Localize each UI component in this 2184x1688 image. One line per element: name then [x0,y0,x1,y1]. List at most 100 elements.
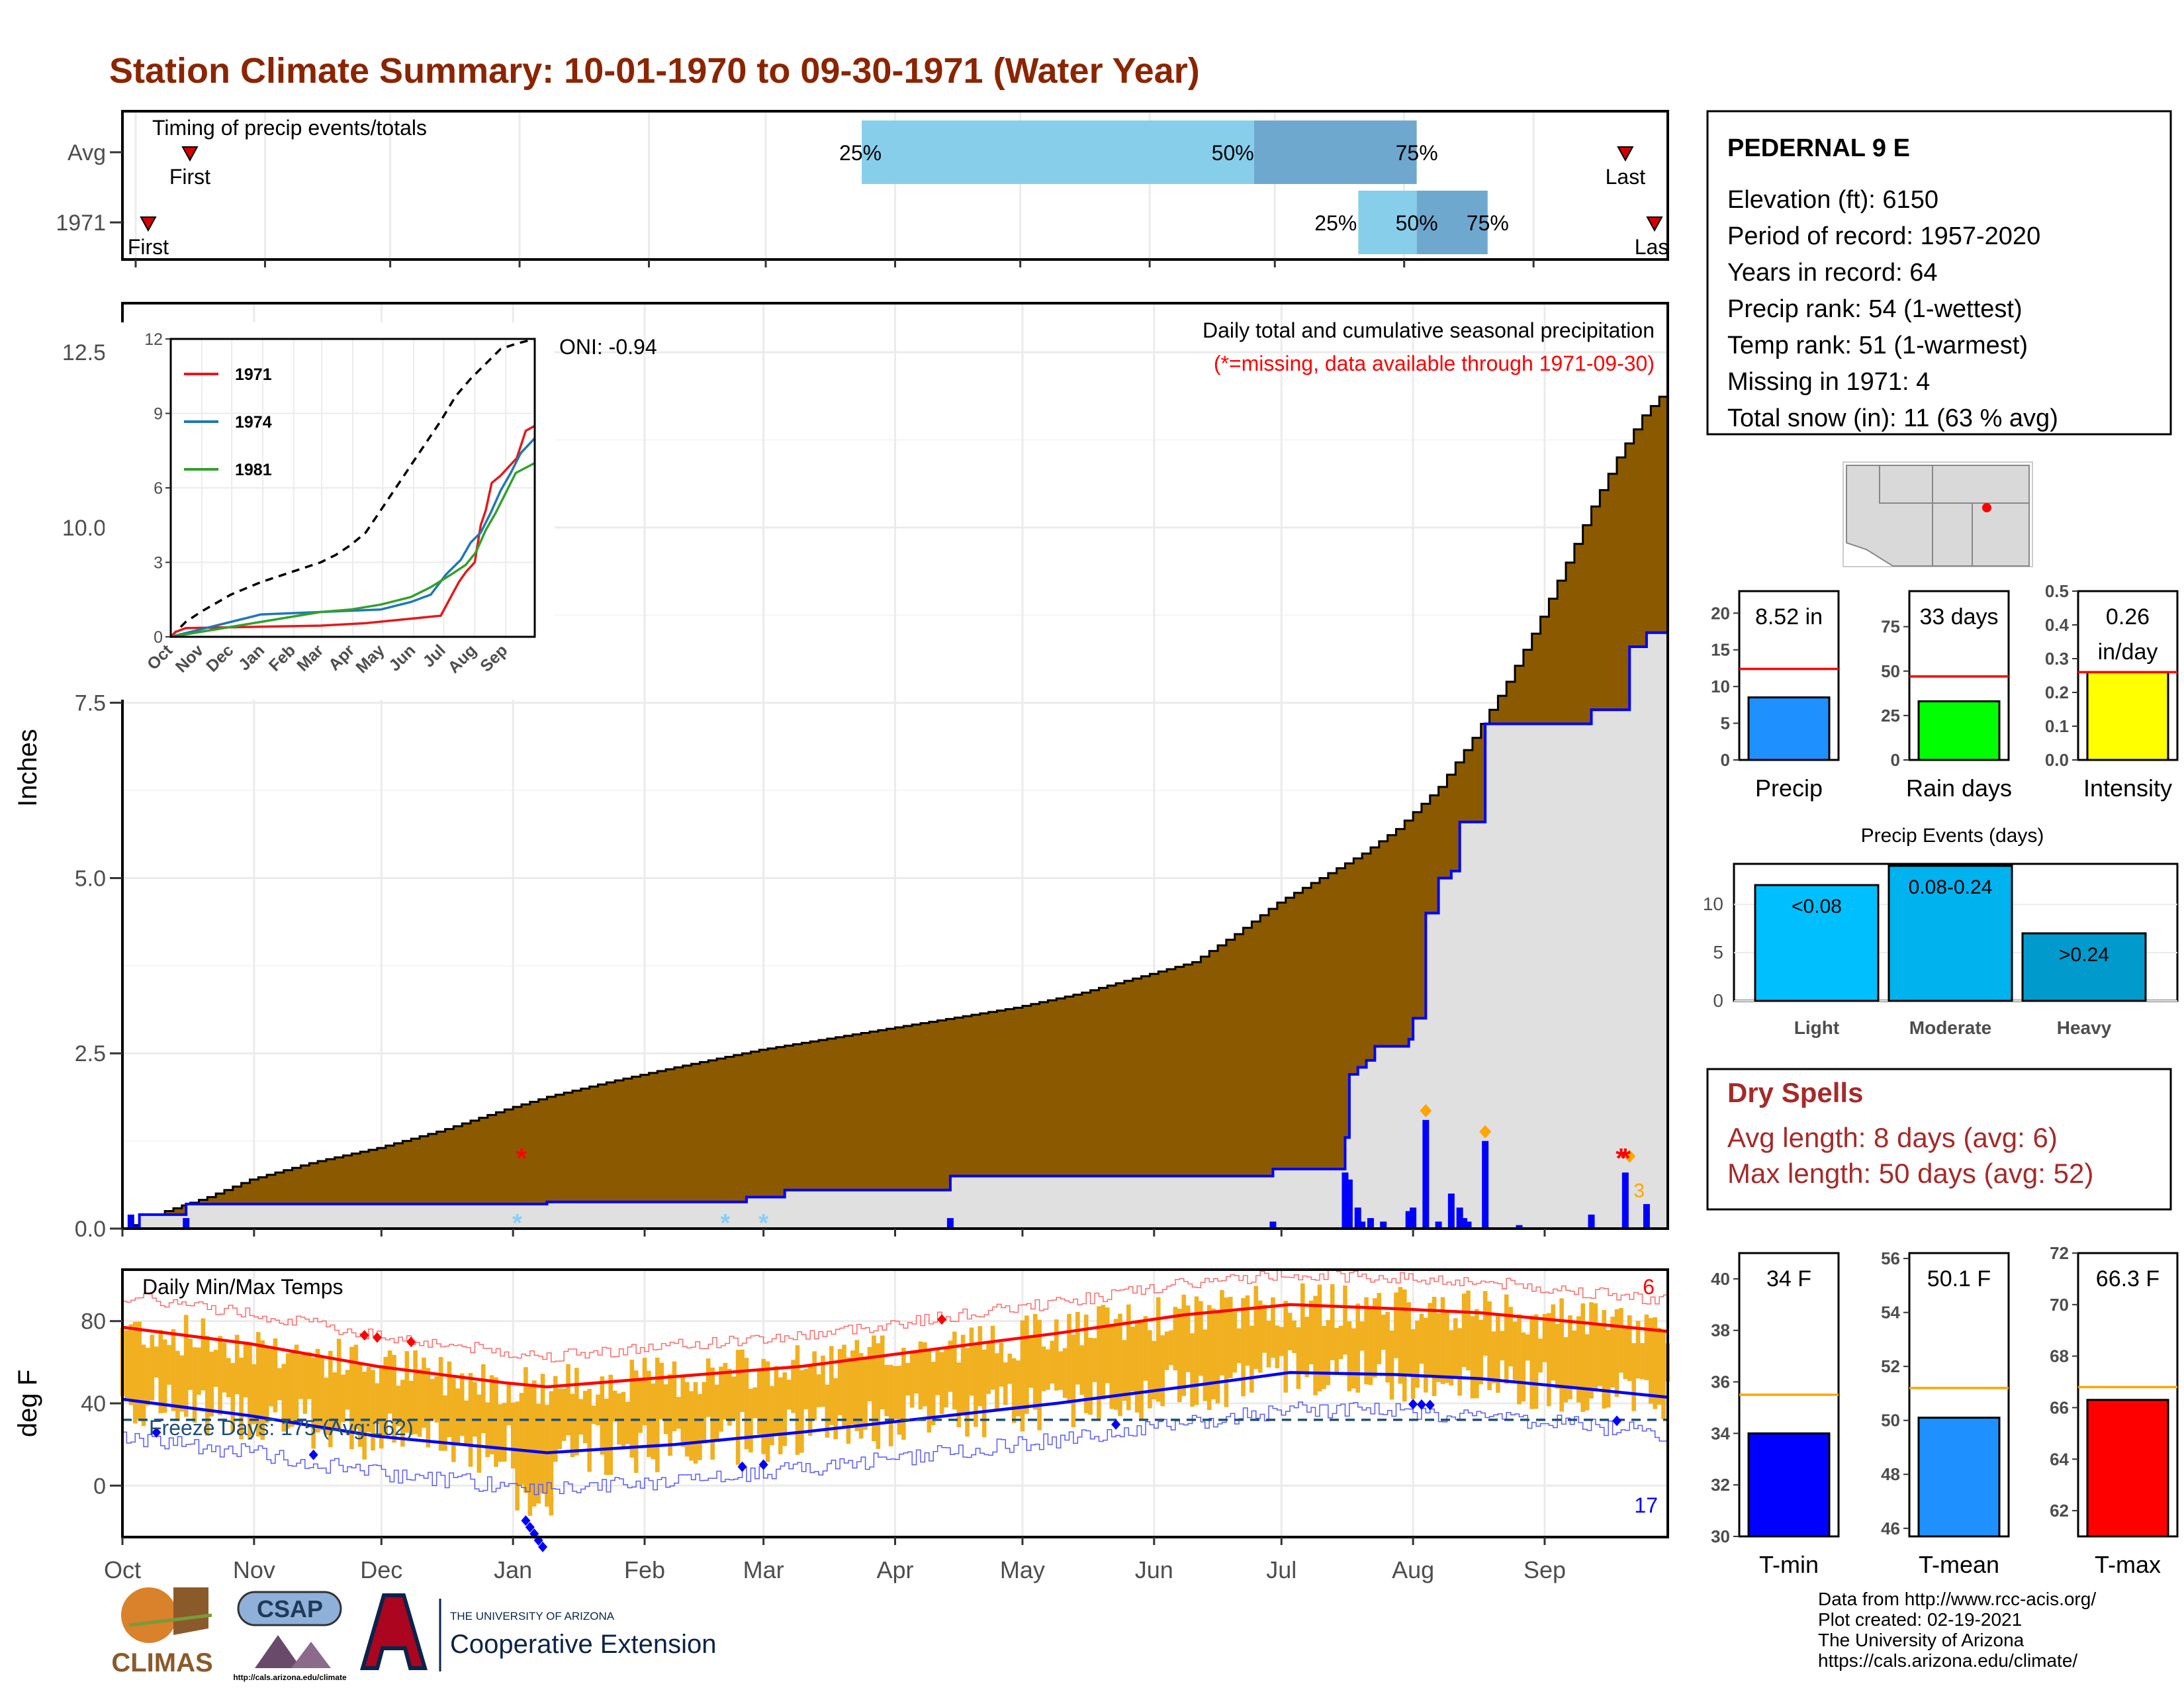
t-max-tick-label: 62 [2050,1501,2069,1521]
daily-temp-range [1584,1334,1590,1411]
daily-precip-bar [1516,1225,1523,1229]
daily-temp-range [1139,1321,1144,1419]
daily-temp-range [396,1385,401,1427]
daily-temp-range [574,1368,579,1456]
daily-temp-range [723,1362,728,1420]
state-borders [1879,465,2029,566]
daily-temp-range [128,1324,134,1405]
daily-temp-range [1461,1293,1467,1368]
daily-temp-range [137,1321,142,1420]
first-event-label: First [128,235,169,259]
daily-temp-range [587,1389,592,1472]
daily-temp-range [612,1390,617,1422]
daily-temp-range [642,1358,647,1426]
daily-temp-range [290,1350,295,1427]
timing-bar-25-50 [862,120,1254,184]
daily-temp-range [260,1340,265,1440]
daily-temp-range [1241,1297,1246,1397]
daily-temp-range [417,1369,422,1437]
daily-temp-range [858,1353,864,1439]
daily-temp-range [1071,1335,1076,1428]
daily-temp-range [1253,1286,1259,1370]
daily-temp-range [1657,1327,1662,1405]
daily-temp-range [740,1349,745,1413]
daily-temp-range [1088,1337,1093,1415]
daily-temp-range [719,1366,723,1432]
daily-temp-range [986,1343,991,1394]
daily-temp-range [1003,1362,1008,1405]
daily-temp-range [1330,1284,1335,1360]
daily-precip-bar [1588,1214,1595,1229]
daily-temp-range [1152,1340,1157,1399]
daily-temp-range [756,1371,762,1434]
daily-temp-range [1296,1327,1301,1389]
daily-temp-range [357,1364,363,1447]
daily-temp-range [629,1360,635,1458]
daily-temp-range [770,1385,774,1446]
daily-temp-range [192,1347,197,1423]
daily-temp-range [273,1338,278,1413]
precip-events-category: Heavy [2057,1017,2112,1038]
daily-temp-range [939,1352,944,1415]
daily-temp-range [167,1344,171,1385]
precip-total-bar [1747,696,1831,761]
mini-y-tick-label: 9 [154,405,163,424]
daily-temp-range [702,1382,707,1441]
daily-temp-range [1143,1316,1148,1381]
daily-temp-range [1024,1315,1029,1414]
daily-temp-range [332,1372,338,1429]
daily-temp-range [1271,1297,1275,1358]
daily-temp-range [205,1335,210,1436]
csap-logo-text: CSAP [257,1595,323,1622]
intensity-tick-label: 0.5 [2045,581,2069,601]
daily-temp-range [328,1350,333,1448]
daily-temp-range [1228,1297,1233,1378]
daily-temp-range [1245,1295,1250,1366]
daily-temp-range [1101,1305,1106,1399]
ua-small-text: THE UNIVERSITY OF ARIZONA [450,1610,615,1622]
daily-temp-range [324,1378,329,1435]
daily-temp-range [1631,1343,1636,1411]
daily-temp-range [1576,1316,1581,1403]
daily-temp-range [1580,1303,1586,1412]
mini-legend-label: 1981 [235,461,272,479]
temp-y-axis-label: deg F [13,1370,42,1437]
daily-temp-range [1020,1320,1025,1432]
daily-temp-range [1542,1314,1547,1362]
daily-temp-range [829,1346,834,1425]
daily-precip-bar [1435,1221,1442,1229]
climas-logo-text: CLIMAS [111,1648,212,1677]
ua-big-text: Cooperative Extension [450,1630,716,1659]
last-event-marker [1646,216,1663,232]
daily-temp-range [1126,1304,1131,1411]
daily-temp-range [1644,1314,1649,1380]
daily-temp-range [1385,1311,1390,1383]
daily-temp-range [1496,1313,1500,1393]
precip-events-tick-label: 5 [1713,942,1723,962]
precip-total-tick-label: 0 [1721,750,1730,770]
daily-temp-range [1649,1318,1653,1404]
t-min-tick-label: 40 [1711,1269,1730,1289]
daily-temp-range [1016,1360,1021,1417]
mini-series-line-1974 [170,437,536,638]
cumulative-1971-area [122,632,1668,1229]
daily-temp-range [596,1394,600,1426]
daily-temp-range [1589,1302,1594,1399]
main-y-tick-label: 5.0 [75,866,106,891]
daily-temp-range [201,1318,206,1391]
rain-days-tick-label: 75 [1881,617,1900,637]
month-tick-label: Jun [1135,1556,1173,1583]
avg-tmax-line [122,1303,1668,1389]
daily-precip-bar [1461,1218,1468,1229]
daily-temp-range [387,1350,392,1414]
daily-temp-range [680,1377,686,1447]
daily-temp-range [791,1360,796,1413]
daily-precip-bar [1342,1172,1349,1229]
daily-temp-range [1185,1305,1191,1372]
daily-temp-range [150,1335,155,1401]
daily-temp-range [888,1364,893,1446]
daily-temp-range [1067,1313,1071,1404]
month-tick-label: Aug [1392,1556,1434,1583]
daily-temp-range [269,1349,273,1407]
t-max-tick-label: 64 [2050,1449,2069,1469]
